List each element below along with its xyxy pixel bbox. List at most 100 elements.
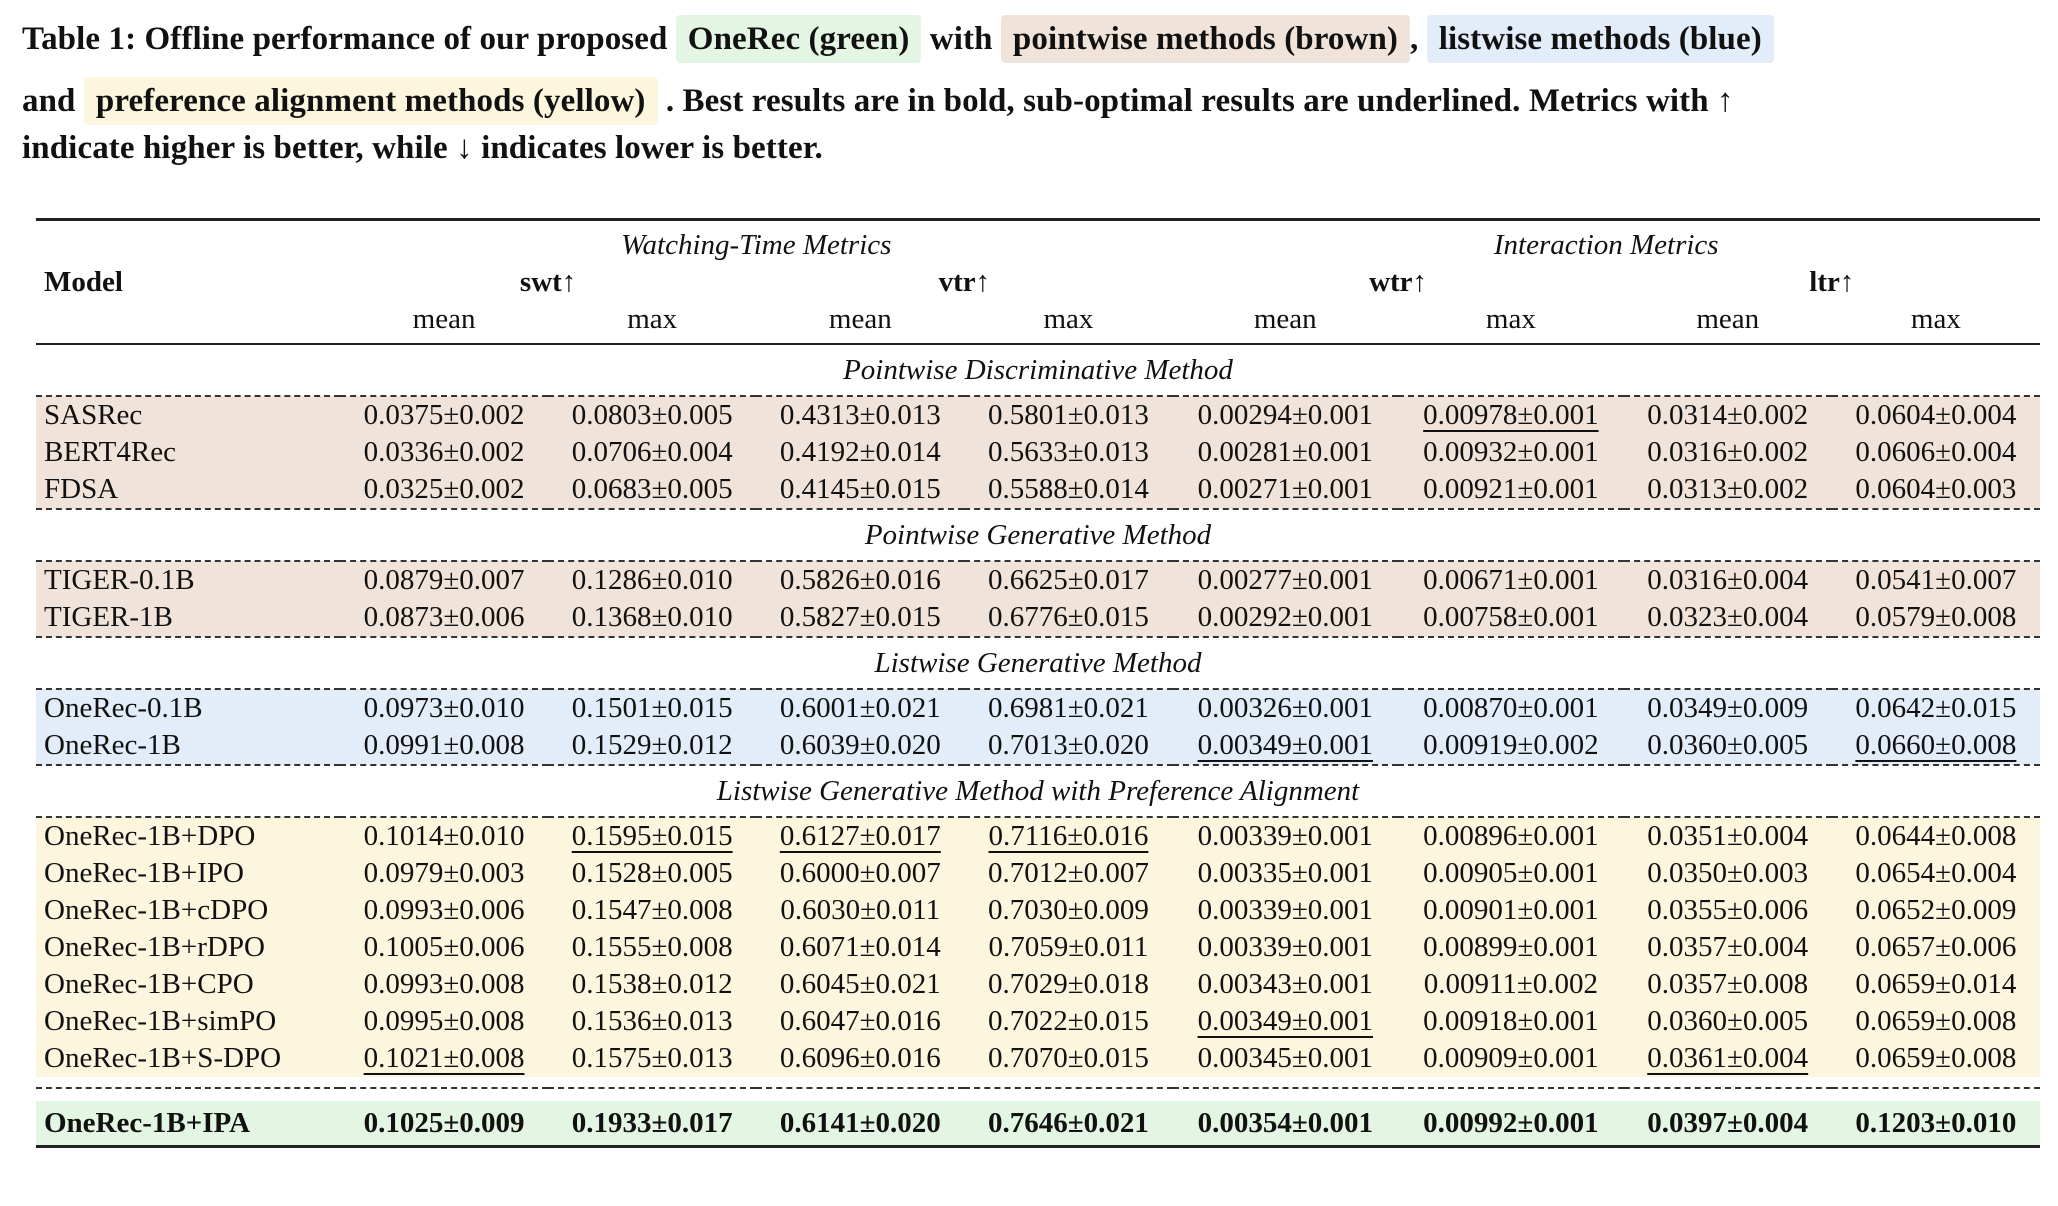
metric-value-cell: 0.4145±0.015: [756, 471, 965, 509]
metric-value: 0.0803±0.005: [571, 399, 733, 431]
metric-value: 0.00911±0.002: [1423, 968, 1599, 1000]
metric-value: 0.0604±0.004: [1855, 399, 2017, 431]
metric-value-cell: 0.00277±0.001: [1172, 561, 1399, 599]
metric-value-cell: 0.0579±0.008: [1831, 599, 2040, 637]
metric-value: 0.7013±0.020: [987, 729, 1149, 761]
metric-value-cell: 0.00339±0.001: [1172, 929, 1399, 966]
metric-value-cell: 0.00978±0.001: [1398, 396, 1624, 434]
metric-value: 0.0642±0.015: [1855, 692, 2017, 724]
metric-value: 0.00292±0.001: [1197, 601, 1373, 633]
metric-value-cell: 0.1014±0.010: [340, 817, 549, 855]
metric-value: 0.6776±0.015: [987, 601, 1149, 633]
sub-header-mean: mean: [1623, 301, 1832, 345]
metric-value-cell: 0.00918±0.001: [1398, 1003, 1624, 1040]
metric-value: 0.0604±0.003: [1855, 473, 2017, 505]
table-caption: Table 1: Offline performance of our prop…: [22, 8, 2038, 170]
metric-value-cell: 0.1203±0.010: [1831, 1101, 2040, 1147]
section-title: Pointwise Generative Method: [36, 508, 2040, 562]
metric-value: 0.0657±0.006: [1855, 931, 2017, 963]
metric-value: 0.0541±0.007: [1855, 564, 2017, 596]
model-name-cell: OneRec-1B+S-DPO: [36, 1040, 340, 1077]
metric-value: 0.1014±0.010: [363, 820, 525, 852]
metric-header-row: Model swt↑ vtr↑ wtr↑ ltr↑: [36, 263, 2040, 301]
metric-value-cell: 0.0350±0.003: [1623, 855, 1832, 892]
metric-value-cell: 0.7116±0.016: [964, 817, 1173, 855]
metric-value: 0.1547±0.008: [571, 894, 733, 926]
metric-value-cell: 0.1025±0.009: [340, 1101, 549, 1147]
metric-value-cell: 0.1286±0.010: [548, 561, 757, 599]
metric-value-cell: 0.1536±0.013: [548, 1003, 757, 1040]
table-row: TIGER-1B 0.0873±0.006 0.1368±0.010 0.5827±0…: [36, 599, 2040, 637]
metric-value: 0.0993±0.006: [363, 894, 525, 926]
metric-value-cell: 0.00294±0.001: [1172, 396, 1399, 434]
metric-value-cell: 0.1595±0.015: [548, 817, 757, 855]
metric-value-cell: 0.00349±0.001: [1172, 1003, 1399, 1040]
metric-value-cell: 0.1501±0.015: [548, 689, 757, 727]
metric-value-cell: 0.0873±0.006: [340, 599, 549, 637]
metric-value: 0.0357±0.004: [1647, 931, 1809, 963]
caption-comma: ,: [1409, 21, 1419, 57]
metric-value: 0.1538±0.012: [571, 968, 733, 1000]
metric-value-cell: 0.6625±0.017: [964, 561, 1173, 599]
metric-value: 0.00294±0.001: [1197, 399, 1373, 431]
metric-value: 0.0654±0.004: [1855, 857, 2017, 889]
metric-value-cell: 0.1021±0.008: [340, 1040, 549, 1077]
caption-line-1: Table 1: Offline performance of our prop…: [22, 8, 2038, 70]
metric-value-cell: 0.0659±0.014: [1831, 966, 2040, 1003]
metric-value-cell: 0.0995±0.008: [340, 1003, 549, 1040]
metric-value-cell: 0.0541±0.007: [1831, 561, 2040, 599]
metric-value: 0.0361±0.004: [1647, 1042, 1809, 1074]
metric-value: 0.5588±0.014: [987, 473, 1149, 505]
metric-value-cell: 0.0604±0.004: [1831, 396, 2040, 434]
metric-value-cell: 0.0642±0.015: [1831, 689, 2040, 727]
metric-value-cell: 0.7646±0.021: [964, 1101, 1173, 1147]
section-header-row: Listwise Generative Method with Preferen…: [36, 764, 2040, 818]
metric-value: 0.6039±0.020: [779, 729, 941, 761]
metric-value-cell: 0.0660±0.008: [1831, 727, 2040, 765]
table-row: TIGER-0.1B 0.0879±0.007 0.1286±0.010 0.5826…: [36, 561, 2040, 599]
metric-value-cell: 0.1933±0.017: [548, 1101, 757, 1147]
metric-value-cell: 0.0683±0.005: [548, 471, 757, 509]
metric-value-cell: 0.00896±0.001: [1398, 817, 1624, 855]
metric-value-cell: 0.4192±0.014: [756, 434, 965, 471]
caption-line-2: and preference alignment methods (yellow…: [22, 70, 2038, 132]
group-header-row: Watching-Time Metrics Interaction Metric…: [36, 220, 2040, 264]
metric-value-cell: 0.00899±0.001: [1398, 929, 1624, 966]
preference-yellow-tag: preference alignment methods (yellow): [83, 77, 658, 125]
model-name-cell: OneRec-1B+DPO: [36, 817, 340, 855]
section-header-row: Pointwise Generative Method: [36, 508, 2040, 562]
model-name-cell: SASRec: [36, 396, 340, 434]
metric-value: 0.00870±0.001: [1423, 692, 1599, 724]
separator-row: [36, 1077, 2040, 1089]
metric-value: 0.1528±0.005: [571, 857, 733, 889]
metric-value: 0.0706±0.004: [571, 436, 733, 468]
section-title: Pointwise Discriminative Method: [36, 344, 2040, 397]
metric-value-cell: 0.00919±0.002: [1398, 727, 1624, 765]
model-column-header: Model: [44, 265, 123, 298]
metric-value-cell: 0.00992±0.001: [1398, 1101, 1624, 1147]
metric-value-cell: 0.6776±0.015: [964, 599, 1173, 637]
metric-value: 0.0325±0.002: [363, 473, 525, 505]
metric-value: 0.0323±0.004: [1647, 601, 1809, 633]
metric-value-cell: 0.00349±0.001: [1172, 727, 1399, 765]
metric-value-cell: 0.0803±0.005: [548, 396, 757, 434]
metric-value: 0.0579±0.008: [1855, 601, 2017, 633]
sub-header-mean: mean: [756, 301, 965, 345]
table-row: OneRec-1B+S-DPO 0.1021±0.008 0.1575±0.013 0…: [36, 1040, 2040, 1077]
metric-value: 0.00349±0.001: [1197, 729, 1373, 761]
metric-value-cell: 0.0316±0.004: [1623, 561, 1832, 599]
metric-value-cell: 0.5801±0.013: [964, 396, 1173, 434]
metric-value: 0.6001±0.021: [779, 692, 941, 724]
metric-value: 0.00918±0.001: [1423, 1005, 1599, 1037]
metric-value-cell: 0.7013±0.020: [964, 727, 1173, 765]
metric-value-cell: 0.0349±0.009: [1623, 689, 1832, 727]
metric-value: 0.6625±0.017: [987, 564, 1149, 596]
metric-value: 0.0979±0.003: [363, 857, 525, 889]
metric-value: 0.00335±0.001: [1197, 857, 1373, 889]
metric-value: 0.6096±0.016: [779, 1042, 941, 1074]
metric-value: 0.5633±0.013: [987, 436, 1149, 468]
metric-value: 0.6141±0.020: [779, 1106, 941, 1139]
metric-value: 0.5827±0.015: [779, 601, 941, 633]
metric-value: 0.6071±0.014: [779, 931, 941, 963]
metric-value: 0.0644±0.008: [1855, 820, 2017, 852]
